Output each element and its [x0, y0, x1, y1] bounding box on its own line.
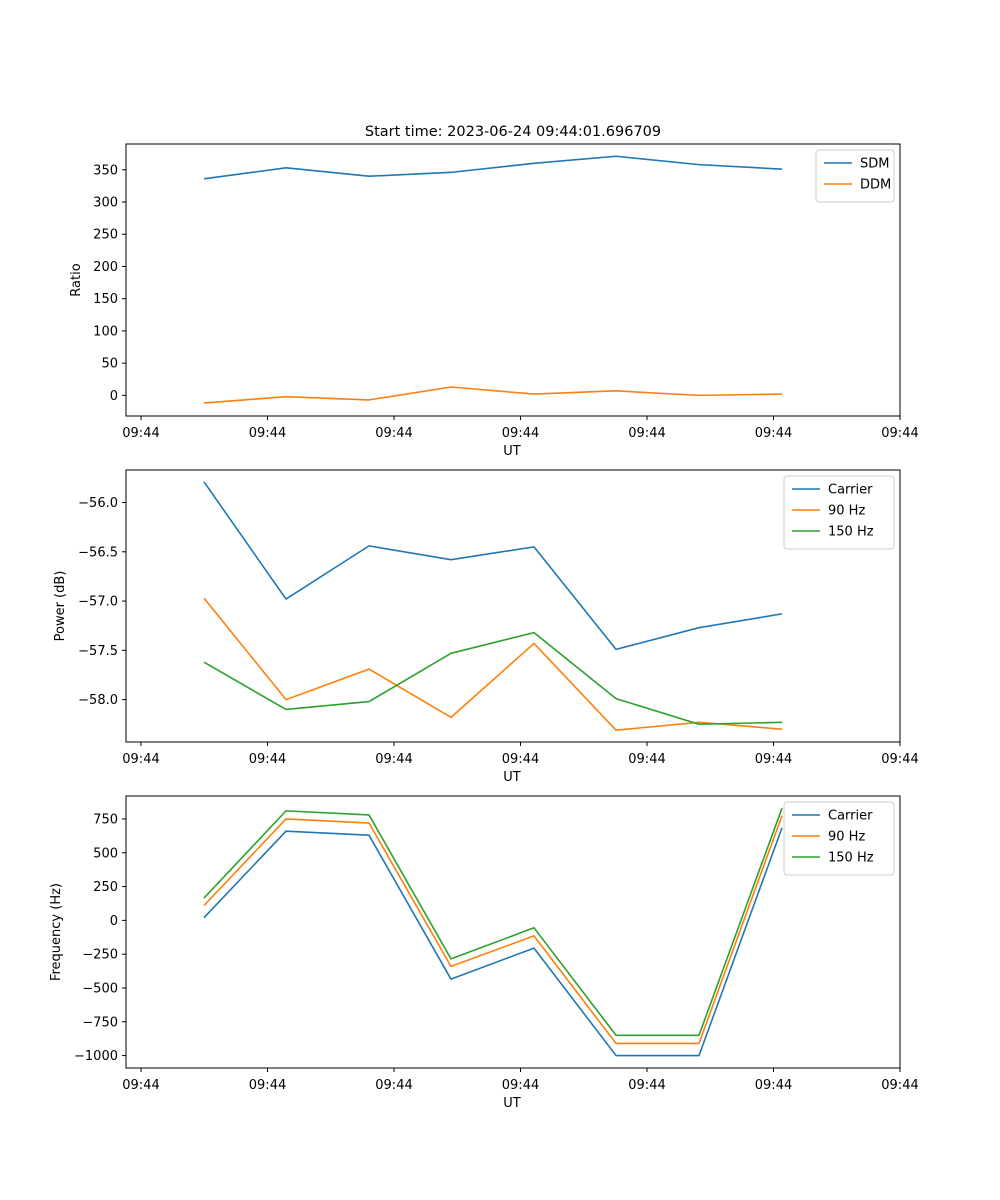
x-tick-label: 09:44: [881, 1078, 918, 1093]
x-tick-label: 09:44: [628, 1078, 665, 1093]
y-tick-label: −1000: [74, 1049, 118, 1064]
x-tick-label: 09:44: [881, 426, 918, 441]
chart-panel-3: −1000 −750 −500 −250 0 250 500 750 09:44 09:44 09:…: [49, 795, 919, 1111]
series-line-150-hz: [203, 807, 783, 1037]
x-tick-label: 09:44: [628, 752, 665, 767]
x-tick-label: 09:44: [375, 426, 412, 441]
legend-entry: SDM: [860, 157, 889, 172]
x-tick-label: 09:44: [881, 752, 918, 767]
y-tick-label: 200: [93, 260, 118, 275]
y-tick-label: 50: [101, 357, 118, 372]
y-tick-label: 150: [93, 292, 118, 307]
y-axis-label: Power (dB): [53, 571, 68, 642]
legend: Carrier 90 Hz 150 Hz: [783, 801, 895, 876]
x-tick-label: 09:44: [249, 752, 286, 767]
series-line-90-hz: [203, 815, 783, 1045]
y-tick-label: 350: [93, 163, 118, 178]
x-tick-label: 09:44: [375, 1078, 412, 1093]
x-tick-label: 09:44: [628, 426, 665, 441]
x-tick-label: 09:44: [249, 1078, 286, 1093]
x-tick-label: 09:44: [249, 426, 286, 441]
x-tick-label: 09:44: [755, 426, 792, 441]
x-tick-label: 09:44: [122, 752, 159, 767]
x-tick-label: 09:44: [375, 752, 412, 767]
y-tick-label: 0: [110, 914, 118, 929]
axes-frame: [125, 795, 901, 1069]
series-line-90-hz: [203, 597, 783, 731]
x-axis-label: UT: [503, 1096, 521, 1111]
x-tick-label: 09:44: [755, 752, 792, 767]
y-tick-label: 0: [110, 389, 118, 404]
y-tick-label: 250: [93, 228, 118, 243]
y-tick-label: −56.5: [78, 545, 118, 560]
axes-frame: [125, 469, 901, 743]
y-tick-label: 100: [93, 324, 118, 339]
legend: SDM DDM: [815, 149, 895, 203]
y-tick-label: −750: [82, 1015, 118, 1030]
y-axis-label: Ratio: [69, 263, 84, 296]
x-tick-label: 09:44: [755, 1078, 792, 1093]
series-line-150-hz: [203, 631, 783, 726]
legend-entry: 150 Hz: [828, 525, 874, 540]
axes-frame: [125, 143, 901, 417]
legend-entry: 90 Hz: [828, 830, 865, 845]
y-tick-label: −58.0: [78, 693, 118, 708]
chart-panel-2: −58.0 −57.5 −57.0 −56.5 −56.0 09:44 09:44 09:44…: [53, 469, 919, 785]
series-line-sdm: [203, 155, 783, 180]
legend-entry: DDM: [860, 178, 891, 193]
y-tick-label: −250: [82, 948, 118, 963]
legend-entry: Carrier: [828, 809, 873, 824]
y-tick-label: −56.0: [78, 496, 118, 511]
x-axis-label: UT: [503, 770, 521, 785]
chart-panel-1: 0 50 100 150 200 250 300 350 09:44 09:44 09:44 09:4…: [69, 143, 919, 459]
y-axis-label: Frequency (Hz): [49, 883, 64, 981]
series-line-carrier: [203, 827, 783, 1057]
legend-entry: 90 Hz: [828, 504, 865, 519]
y-tick-label: −500: [82, 981, 118, 996]
y-tick-label: 500: [93, 846, 118, 861]
x-axis-label: UT: [503, 444, 521, 459]
figure-title: Start time: 2023-06-24 09:44:01.696709: [365, 124, 661, 140]
y-tick-label: 250: [93, 880, 118, 895]
legend: Carrier 90 Hz 150 Hz: [783, 475, 895, 550]
y-tick-label: 750: [93, 812, 118, 827]
x-tick-label: 09:44: [122, 426, 159, 441]
x-tick-label: 09:44: [502, 752, 539, 767]
y-tick-label: −57.0: [78, 595, 118, 610]
legend-entry: Carrier: [828, 483, 873, 498]
x-tick-label: 09:44: [502, 1078, 539, 1093]
x-tick-label: 09:44: [122, 1078, 159, 1093]
series-line-ddm: [203, 386, 783, 404]
y-tick-label: 300: [93, 196, 118, 211]
series-line-carrier: [203, 481, 783, 651]
x-tick-label: 09:44: [502, 426, 539, 441]
legend-entry: 150 Hz: [828, 851, 874, 866]
y-tick-label: −57.5: [78, 644, 118, 659]
